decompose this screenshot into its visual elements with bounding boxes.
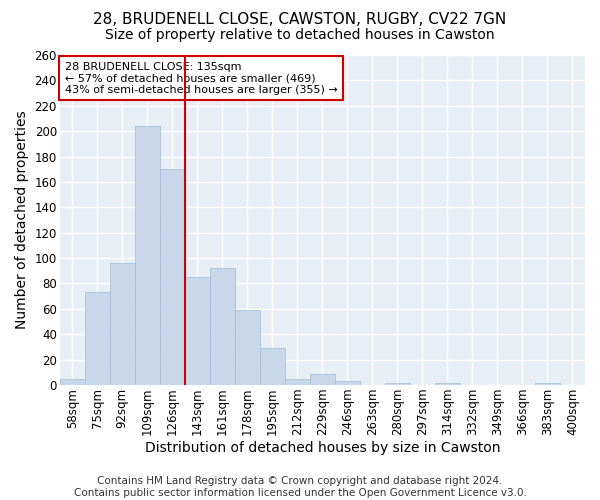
Bar: [285, 378, 310, 385]
Bar: [535, 382, 560, 385]
Bar: [385, 382, 410, 385]
Text: 28 BRUDENELL CLOSE: 135sqm
← 57% of detached houses are smaller (469)
43% of sem: 28 BRUDENELL CLOSE: 135sqm ← 57% of deta…: [65, 62, 338, 95]
Bar: [185, 277, 210, 385]
Text: Size of property relative to detached houses in Cawston: Size of property relative to detached ho…: [105, 28, 495, 42]
Bar: [60, 378, 85, 385]
Bar: [435, 382, 460, 385]
Bar: [235, 310, 260, 385]
Bar: [210, 268, 235, 385]
Text: Contains HM Land Registry data © Crown copyright and database right 2024.
Contai: Contains HM Land Registry data © Crown c…: [74, 476, 526, 498]
X-axis label: Distribution of detached houses by size in Cawston: Distribution of detached houses by size …: [145, 441, 500, 455]
Bar: [160, 169, 185, 385]
Bar: [260, 348, 285, 385]
Bar: [85, 292, 110, 385]
Bar: [310, 374, 335, 385]
Bar: [335, 381, 360, 385]
Bar: [110, 263, 135, 385]
Y-axis label: Number of detached properties: Number of detached properties: [15, 110, 29, 330]
Bar: [135, 126, 160, 385]
Text: 28, BRUDENELL CLOSE, CAWSTON, RUGBY, CV22 7GN: 28, BRUDENELL CLOSE, CAWSTON, RUGBY, CV2…: [94, 12, 506, 28]
